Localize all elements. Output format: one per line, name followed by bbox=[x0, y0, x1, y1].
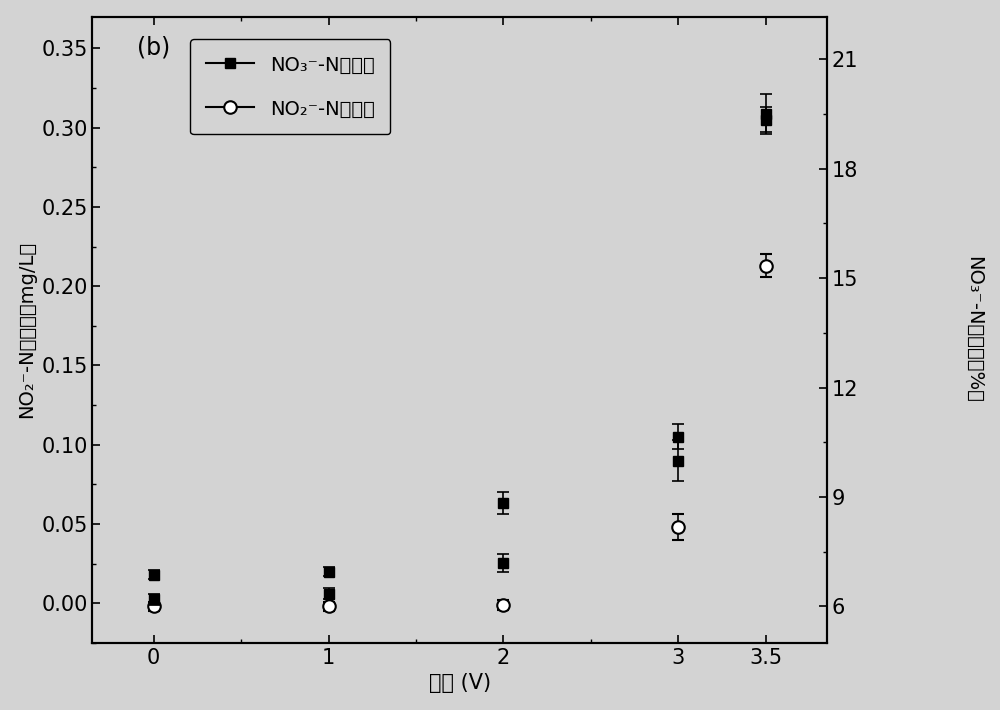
Y-axis label: NO₃⁻-N去除率（%）: NO₃⁻-N去除率（%） bbox=[964, 256, 983, 403]
Text: (b): (b) bbox=[137, 36, 170, 60]
Legend: NO₃⁻-N去除率, NO₂⁻-N生成量: NO₃⁻-N去除率, NO₂⁻-N生成量 bbox=[190, 39, 390, 134]
X-axis label: 电压 (V): 电压 (V) bbox=[429, 673, 491, 694]
Y-axis label: NO₂⁻-N生成量（mg/L）: NO₂⁻-N生成量（mg/L） bbox=[17, 241, 36, 418]
